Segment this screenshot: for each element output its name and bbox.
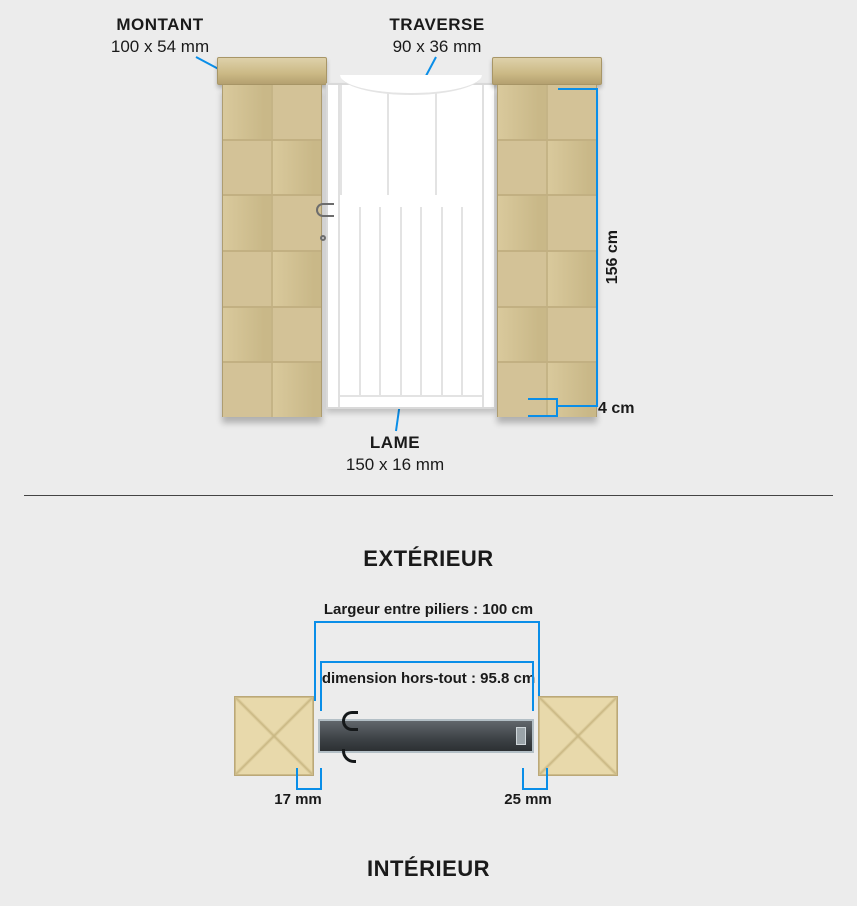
- gate-stile-left: [328, 85, 340, 407]
- pillar-right: [497, 57, 597, 417]
- pier-top-left: [234, 696, 314, 776]
- dimension-total-height: [596, 88, 598, 407]
- gate-top-slats: [340, 85, 482, 207]
- hinge-icon: [516, 727, 526, 745]
- section-exterior: EXTÉRIEUR: [0, 546, 857, 572]
- dimension-total-height-value: 156 cm: [604, 230, 622, 284]
- pillar-left: [222, 57, 322, 417]
- gate-top-diagram: EXTÉRIEUR Largeur entre piliers : 100 cm…: [0, 506, 857, 906]
- measure-gap-right: 25 mm: [498, 791, 558, 808]
- section-interior: INTÉRIEUR: [0, 856, 857, 882]
- label-traverse-title: TRAVERSE: [389, 15, 484, 34]
- label-montant-title: MONTANT: [116, 15, 203, 34]
- pier-top-right: [538, 696, 618, 776]
- dimension-ground-gap: [556, 398, 558, 417]
- label-traverse-dim: 90 x 36 mm: [393, 37, 482, 56]
- gate-handle-icon: [316, 203, 334, 217]
- gate-lock-icon: [320, 235, 326, 241]
- pillar-shaft: [497, 85, 597, 417]
- gate-bottom-slats: [340, 207, 482, 395]
- pillar-shaft: [222, 85, 322, 417]
- top-view: [234, 696, 618, 776]
- label-montant-dim: 100 x 54 mm: [111, 37, 209, 56]
- gate-stile-right: [482, 85, 494, 407]
- label-lame-dim: 150 x 16 mm: [346, 455, 444, 474]
- latch-icon: [342, 749, 356, 763]
- bracket-gap-left: [296, 768, 322, 790]
- latch-icon: [342, 711, 358, 731]
- gate-bar: [318, 719, 534, 753]
- dimension-ground-gap-value: 4 cm: [598, 400, 634, 418]
- gate-panel: [340, 85, 482, 407]
- pillar-cap: [492, 57, 602, 85]
- label-traverse: TRAVERSE 90 x 36 mm: [352, 14, 522, 58]
- divider: [24, 495, 833, 496]
- gate-top: [314, 696, 538, 776]
- label-lame-title: LAME: [370, 433, 420, 452]
- label-lame: LAME 150 x 16 mm: [300, 432, 490, 476]
- measure-between-pillars: Largeur entre piliers : 100 cm: [0, 601, 857, 618]
- measure-gap-left: 17 mm: [268, 791, 328, 808]
- bracket-gap-right: [522, 768, 548, 790]
- gate-front-diagram: MONTANT 100 x 54 mm TRAVERSE 90 x 36 mm …: [0, 0, 857, 485]
- gate-bottom-rail: [340, 395, 482, 407]
- gate: [326, 83, 496, 409]
- page: MONTANT 100 x 54 mm TRAVERSE 90 x 36 mm …: [0, 0, 857, 906]
- label-montant: MONTANT 100 x 54 mm: [80, 14, 240, 58]
- pillar-cap: [217, 57, 327, 85]
